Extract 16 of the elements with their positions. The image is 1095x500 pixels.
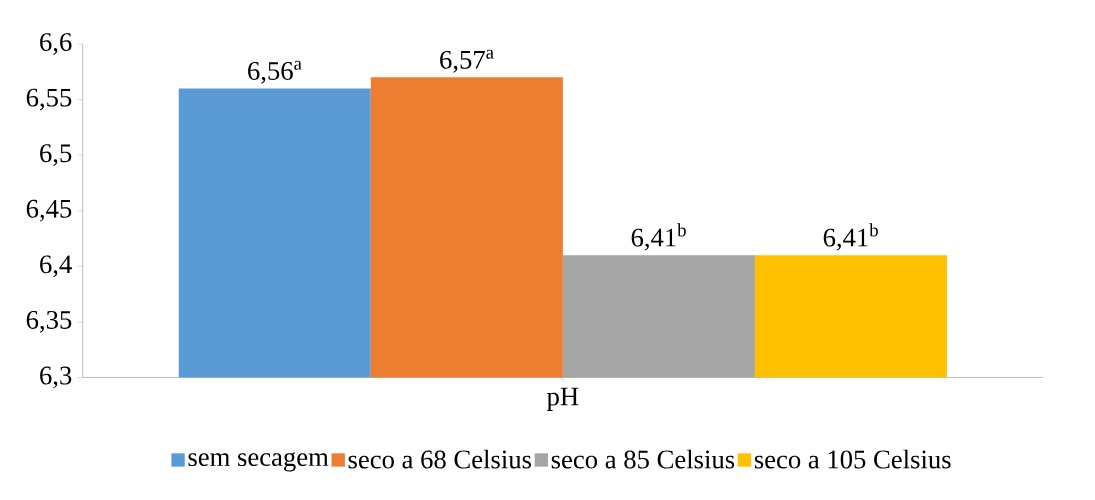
y-tick-label: 6,55 bbox=[26, 88, 72, 111]
data-label: 6,57$^{a}$ bbox=[440, 49, 494, 73]
y-tick-label: 6,3 bbox=[40, 366, 72, 389]
y-tick-label: 6,5 bbox=[40, 144, 72, 166]
y-tick-label: 6,35 bbox=[26, 310, 72, 333]
x-tick-label: pH bbox=[546, 387, 579, 411]
data-label: 6,56$^{a}$ bbox=[248, 60, 302, 84]
y-tick-label: 6,6 bbox=[40, 33, 72, 55]
y-tick-label: 6,4 bbox=[40, 255, 72, 278]
data-label: 6,41$^{b}$ bbox=[631, 223, 686, 251]
legend-label: seco a 85 Celsius bbox=[551, 449, 735, 469]
data-label: 6,41$^{b}$ bbox=[823, 223, 878, 251]
y-tick-label: 6,45 bbox=[26, 199, 72, 222]
legend-label: seco a 68 Celsius bbox=[348, 449, 532, 469]
legend-label: sem secagem bbox=[188, 452, 329, 472]
legend-label: seco a 105 Celsius bbox=[754, 449, 951, 469]
